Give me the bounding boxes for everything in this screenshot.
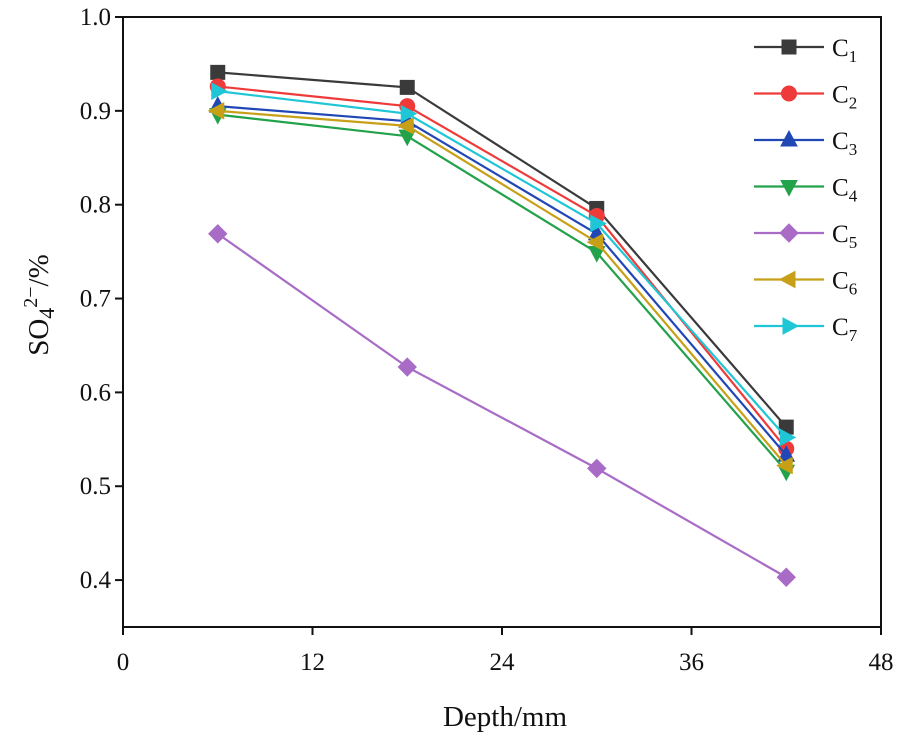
legend-item-c4: C4 bbox=[754, 175, 858, 206]
y-axis-title-suffix: /% bbox=[23, 254, 55, 286]
series-c2 bbox=[209, 78, 795, 457]
x-tick-label: 36 bbox=[679, 649, 704, 676]
x-axis-title: Depth/mm bbox=[443, 701, 567, 733]
legend-item-c3: C3 bbox=[754, 128, 857, 159]
data-point bbox=[208, 224, 228, 244]
series-line bbox=[217, 71, 788, 428]
legend-marker bbox=[778, 270, 796, 289]
y-tick-label: 0.6 bbox=[80, 379, 111, 406]
y-axis-title: SO42−/% bbox=[20, 254, 59, 356]
y-axis-title-subscript: 4 bbox=[34, 308, 59, 319]
series-c4 bbox=[208, 108, 796, 482]
legend-marker bbox=[780, 129, 798, 147]
x-tick-label: 0 bbox=[117, 649, 130, 676]
data-point bbox=[207, 102, 225, 120]
data-point bbox=[776, 567, 796, 587]
data-point bbox=[590, 214, 607, 233]
data-point bbox=[210, 64, 226, 80]
legend-label: C5 bbox=[832, 221, 857, 252]
series-c6 bbox=[207, 102, 793, 475]
data-point bbox=[776, 456, 793, 475]
y-tick-label: 0.4 bbox=[80, 567, 112, 594]
series-line bbox=[217, 109, 788, 467]
legend-label: C2 bbox=[832, 82, 857, 113]
legend: C1 C2 C3 C4 C5 C6 C7 bbox=[754, 35, 858, 345]
legend-marker bbox=[782, 317, 800, 335]
data-point bbox=[779, 428, 797, 447]
legend-label: C6 bbox=[832, 268, 857, 299]
data-point bbox=[397, 117, 414, 135]
y-tick-label: 0.5 bbox=[80, 473, 111, 500]
series-line bbox=[217, 232, 787, 579]
x-tick-label: 24 bbox=[490, 649, 516, 676]
legend-label: C1 bbox=[832, 35, 857, 66]
series-c7 bbox=[211, 82, 797, 447]
series-c3 bbox=[208, 96, 796, 462]
x-tick-label: 48 bbox=[869, 649, 894, 676]
legend-item-c6: C6 bbox=[754, 268, 857, 299]
legend-label: C3 bbox=[832, 128, 857, 159]
y-axis: 0.4 0.5 0.6 0.7 0.8 0.9 1.0 bbox=[80, 4, 123, 594]
legend-item-c5: C5 bbox=[754, 221, 857, 252]
data-point bbox=[211, 82, 228, 100]
data-point bbox=[397, 357, 417, 377]
legend-marker bbox=[780, 180, 798, 197]
series-line bbox=[217, 90, 788, 439]
y-axis-title-base: SO bbox=[23, 319, 55, 356]
data-point bbox=[400, 104, 418, 123]
y-tick-label: 0.9 bbox=[80, 98, 111, 125]
y-axis-title-superscript: 2− bbox=[20, 286, 42, 307]
series-c5 bbox=[208, 224, 796, 587]
legend-marker bbox=[781, 85, 797, 102]
y-tick-label: 0.8 bbox=[80, 192, 111, 219]
data-point bbox=[399, 79, 415, 95]
series-line bbox=[217, 113, 788, 472]
legend-item-c7: C7 bbox=[754, 314, 858, 345]
y-tick-label: 0.7 bbox=[80, 286, 111, 313]
legend-label: C7 bbox=[832, 314, 858, 345]
x-axis: 0 12 24 36 48 bbox=[117, 627, 894, 676]
y-tick-label: 1.0 bbox=[80, 4, 111, 31]
x-tick-label: 12 bbox=[300, 649, 325, 676]
legend-marker bbox=[781, 39, 797, 55]
series-layer bbox=[207, 64, 797, 587]
data-point bbox=[587, 458, 607, 479]
series-line bbox=[217, 105, 788, 456]
legend-marker bbox=[779, 223, 799, 243]
legend-item-c1: C1 bbox=[754, 35, 857, 66]
series-line bbox=[217, 85, 788, 450]
legend-label: C4 bbox=[832, 175, 858, 206]
legend-item-c2: C2 bbox=[754, 82, 857, 113]
data-point bbox=[586, 233, 604, 252]
